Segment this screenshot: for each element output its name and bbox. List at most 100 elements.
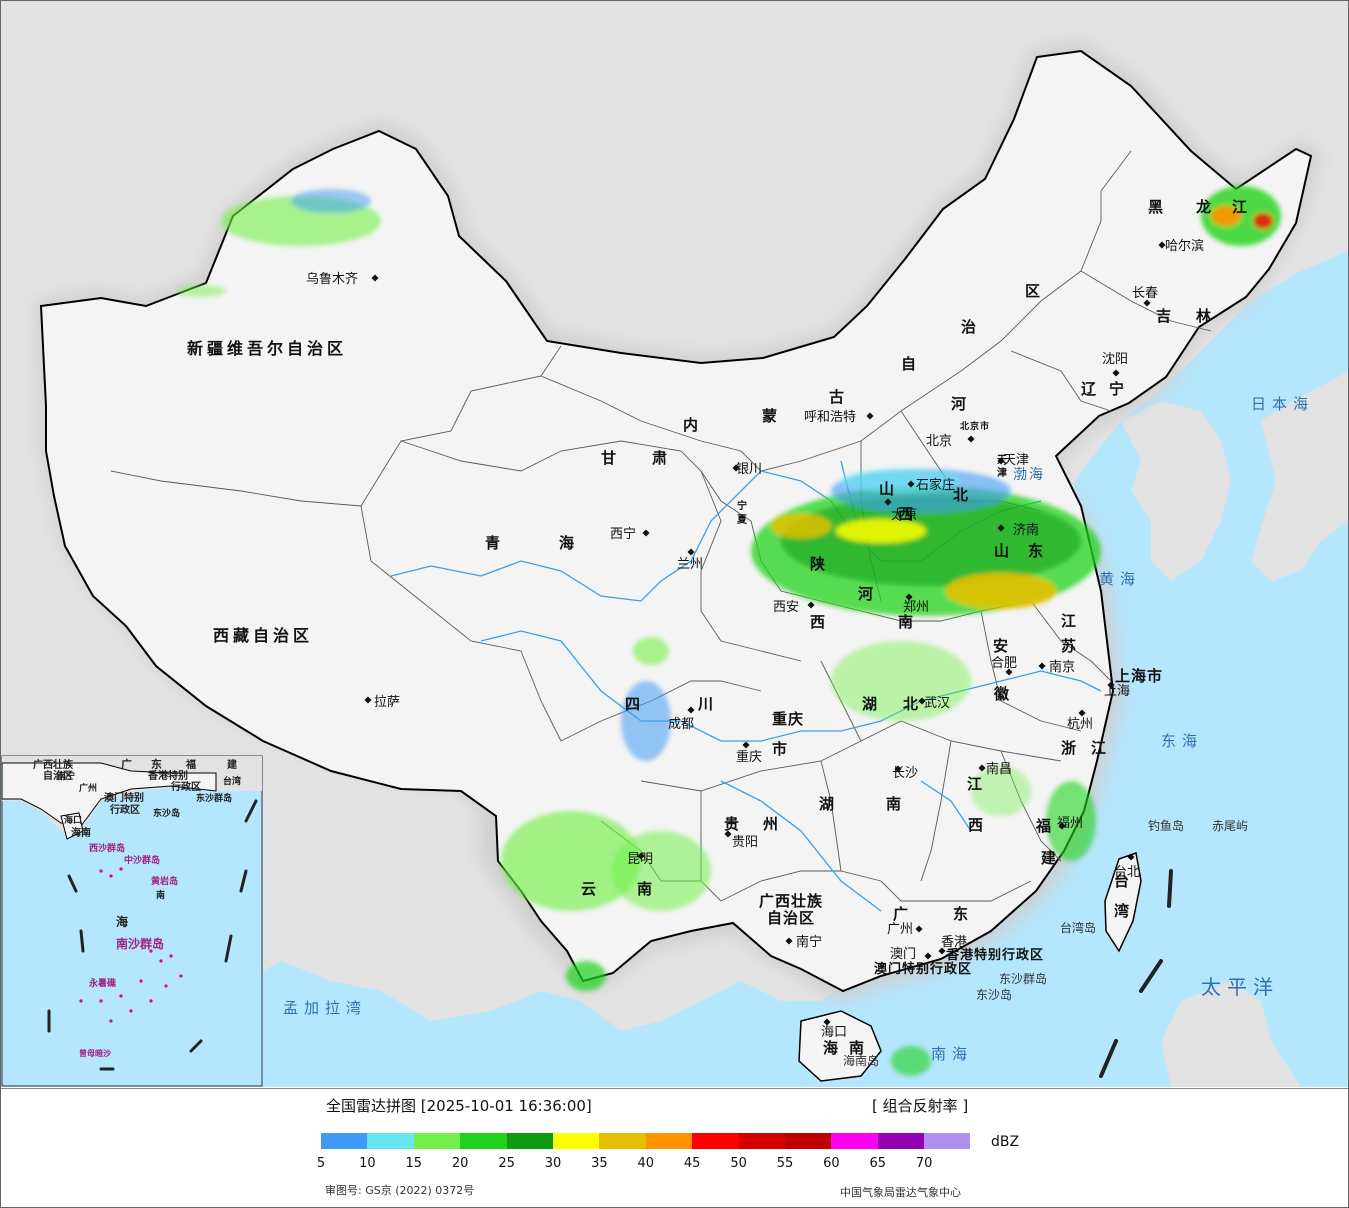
scale-swatch xyxy=(413,1133,461,1149)
scale-tick-label: 25 xyxy=(498,1156,515,1171)
city-label: 沈阳 xyxy=(1102,352,1128,367)
city-marker xyxy=(924,952,932,960)
inset-label: 台湾 xyxy=(223,775,241,787)
city-label: 哈尔滨 xyxy=(1165,238,1204,254)
city-marker xyxy=(807,601,815,609)
city-label: 西安 xyxy=(773,600,799,615)
region-label: 蒙 xyxy=(762,407,777,425)
hainan-land xyxy=(798,1010,882,1082)
city-label: 郑州 xyxy=(903,600,929,615)
region-label: 川 xyxy=(697,695,713,713)
region-label: 西 xyxy=(810,613,825,631)
city-label: 天津 xyxy=(1003,453,1029,468)
city-marker xyxy=(742,741,750,749)
region-label: 自 xyxy=(901,355,916,373)
region-label: 江 xyxy=(967,775,982,793)
inset-label: 东沙岛 xyxy=(153,807,180,819)
city-label: 拉萨 xyxy=(374,695,400,710)
scale-tick-label: 30 xyxy=(544,1156,562,1171)
scale-swatch xyxy=(645,1133,693,1149)
region-label: 自治区 xyxy=(767,909,815,927)
city-marker xyxy=(637,852,645,860)
korea-land xyxy=(1121,401,1231,581)
region-label: 河 xyxy=(858,585,873,603)
region-label: 四 xyxy=(625,695,640,713)
city-label: 南宁 xyxy=(796,934,822,950)
city-label: 南京 xyxy=(1049,659,1075,675)
city-marker xyxy=(938,947,946,955)
region-label: 浙 xyxy=(1061,739,1076,757)
city-label: 长沙 xyxy=(892,766,918,781)
island-label: 东沙岛 xyxy=(976,987,1012,1002)
region-label: 古 xyxy=(829,388,844,406)
scale-swatch xyxy=(367,1133,414,1149)
scale-swatch xyxy=(831,1133,878,1149)
inset-label: 海 xyxy=(116,914,128,929)
city-marker xyxy=(905,593,913,601)
scale-swatch xyxy=(460,1133,507,1149)
region-label: 南 xyxy=(849,1039,864,1057)
inset-label: 南沙群岛 xyxy=(116,936,164,951)
scale-swatch xyxy=(692,1133,739,1149)
scale-tick-label: 35 xyxy=(591,1156,608,1171)
city-label: 合肥 xyxy=(991,656,1017,671)
region-label: 江 xyxy=(1232,198,1247,216)
taiwan-land xyxy=(1104,851,1142,953)
region-label: 江 xyxy=(1091,739,1106,757)
inset-label: 澳门特别 xyxy=(104,791,144,804)
scale-tick-label: 15 xyxy=(405,1156,423,1171)
region-label: 安 xyxy=(993,637,1008,655)
region-label: 南 xyxy=(637,880,652,898)
map-labels: 新疆维吾尔自治区西藏自治区青 海甘 肃内 蒙古自治区黑龙江吉 林辽 宁河北山西山 东陕西河南… xyxy=(33,198,1308,1068)
city-marker xyxy=(687,548,695,556)
city-marker xyxy=(884,498,892,506)
japan-land xyxy=(1251,371,1348,581)
scale-swatch xyxy=(738,1133,785,1149)
china-land xyxy=(39,49,1313,993)
scale-tick-label: 50 xyxy=(730,1156,747,1171)
nine-dash-line xyxy=(1099,869,1173,1078)
region-label: 宁 xyxy=(737,499,747,512)
city-label: 成都 xyxy=(668,717,694,732)
region-label: 西 xyxy=(968,816,983,834)
city-label: 西宁 xyxy=(610,526,636,542)
city-label: 武汉 xyxy=(924,696,950,711)
region-label: 青 xyxy=(485,534,500,552)
region-label: 林 xyxy=(1196,307,1212,325)
scale-tick-label: 5 xyxy=(316,1156,326,1171)
inset-label: 广州 xyxy=(79,782,97,794)
color-scale xyxy=(321,1133,971,1149)
region-label: 宁 xyxy=(1109,380,1124,398)
inset-label: 东 xyxy=(151,757,162,771)
region-label: 湾 xyxy=(1114,902,1129,920)
region-label: 东 xyxy=(953,905,968,923)
city-marker xyxy=(967,435,975,443)
sea-label: 孟加拉湾 xyxy=(283,999,367,1017)
region-label: 市 xyxy=(772,740,787,758)
city-marker xyxy=(997,457,1005,465)
region-label: 山 xyxy=(879,480,894,498)
scale-swatch xyxy=(599,1133,646,1149)
legend-panel: 全国雷达拼图 [2025-10-01 16:36:00] [ 组合反射率 ] 5… xyxy=(1,1088,1348,1207)
region-label: 南 xyxy=(886,795,901,813)
region-label: 海 xyxy=(559,534,574,552)
region-label: 广 xyxy=(893,905,908,923)
region-label: 北京市 xyxy=(960,420,990,432)
region-label: 西藏自治区 xyxy=(213,626,313,645)
region-label: 广西壮族 xyxy=(759,892,823,910)
city-marker xyxy=(907,480,915,488)
city-marker xyxy=(918,697,926,705)
region-label: 河 xyxy=(951,395,966,413)
sea-label: 太平洋 xyxy=(1201,975,1279,999)
city-marker xyxy=(997,524,1005,532)
city-label: 昆明 xyxy=(627,852,653,867)
sea-label: 南海 xyxy=(931,1045,973,1063)
region-label: 津 xyxy=(997,466,1007,479)
sea-label: 渤海 xyxy=(1013,467,1045,483)
island-label: 台湾岛 xyxy=(1060,920,1096,935)
city-label: 广州 xyxy=(887,922,913,937)
inset-label: 海南 xyxy=(71,826,91,839)
city-label: 贵阳 xyxy=(732,835,758,850)
